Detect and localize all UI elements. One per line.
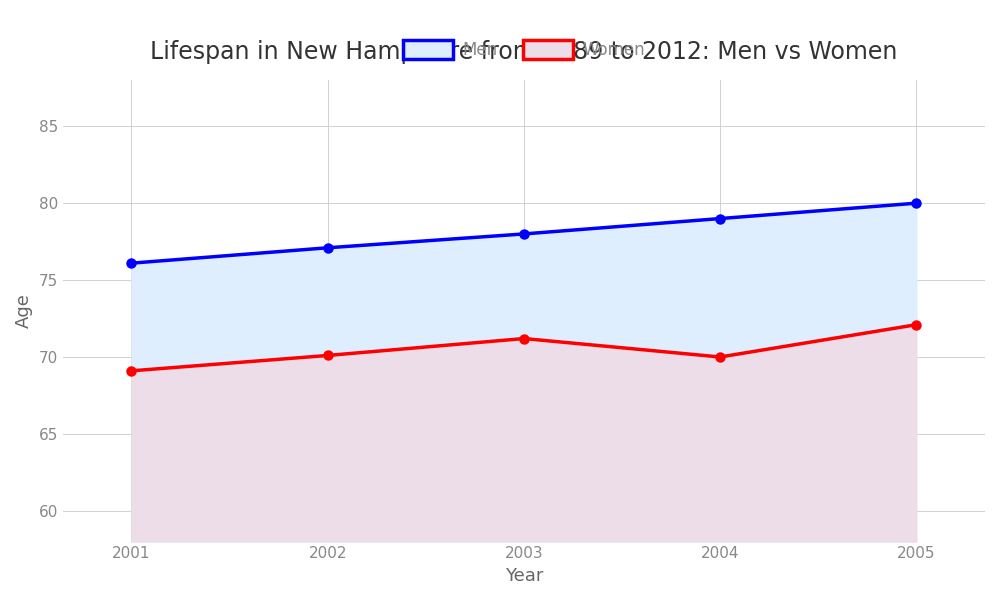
- Y-axis label: Age: Age: [15, 293, 33, 328]
- X-axis label: Year: Year: [505, 567, 543, 585]
- Title: Lifespan in New Hampshire from 1989 to 2012: Men vs Women: Lifespan in New Hampshire from 1989 to 2…: [150, 40, 898, 64]
- Legend: Men, Women: Men, Women: [396, 33, 652, 65]
